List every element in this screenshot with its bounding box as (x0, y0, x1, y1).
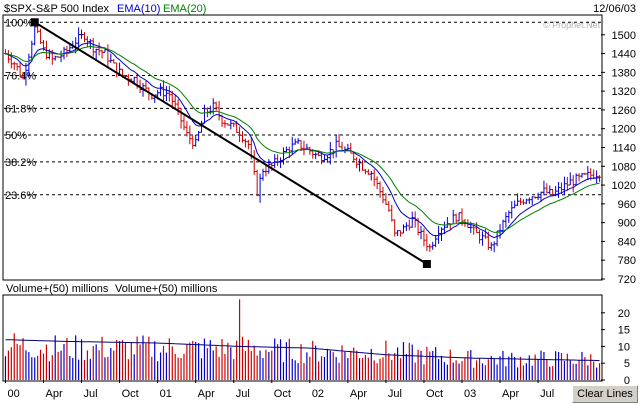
volume-y-tick-label: 15 (618, 325, 630, 337)
trendline-start-handle[interactable] (30, 18, 39, 27)
ema20-legend: EMA(20) (163, 3, 206, 15)
price-y-tick-label: 1200 (612, 124, 636, 136)
fib-label: 23.6% (5, 190, 36, 202)
fib-label: 76.4% (5, 70, 36, 82)
fib-label: 100% (5, 17, 33, 29)
x-tick-label: Apr (502, 388, 519, 400)
x-tick-label: Oct (426, 388, 443, 400)
price-grid (601, 34, 605, 280)
price-y-tick-label: 1260 (612, 105, 636, 117)
price-y-tick-label: 1380 (612, 67, 636, 79)
ema20-line (5, 45, 600, 233)
price-y-tick-label: 720 (618, 274, 636, 286)
volume-y-tick-labels: 0 5 10 15 20 (601, 308, 630, 387)
fib-label: 61.8% (5, 103, 36, 115)
ema10-legend: EMA(10) (117, 3, 160, 15)
x-tick-label: 01 (160, 388, 172, 400)
fibonacci-levels: 100% 76.4% 61.8% 50% 38.2% 23.6% (4, 17, 601, 202)
x-tick-label: Oct (274, 388, 291, 400)
fib-label: 38.2% (5, 157, 36, 169)
x-tick-label: 00 (7, 388, 19, 400)
price-y-tick-label: 1020 (612, 180, 636, 192)
date-label: 12/06/03 (593, 3, 636, 15)
price-y-tick-label: 1500 (612, 30, 636, 42)
symbol-title: $SPX-S&P 500 Index (4, 3, 109, 15)
clear-lines-button[interactable]: Clear Lines (572, 385, 638, 403)
x-tick-label: Jul (236, 388, 250, 400)
price-y-tick-label: 1080 (612, 161, 636, 173)
x-tick-label: Jul (388, 388, 402, 400)
x-tick-label: Jul (540, 388, 554, 400)
x-tick-labels: 00 Apr Jul Oct 01 Apr Jul Oct 02 Apr Jul Oct 03 Apr Ju… (4, 380, 554, 400)
trendline-end-handle[interactable] (422, 259, 431, 268)
price-y-tick-labels: 720 780 840 900 960 1020 1080 1140 1200 1260 1320 1… (612, 30, 636, 286)
x-tick-label: Apr (198, 388, 215, 400)
x-tick-label: Apr (350, 388, 367, 400)
x-tick-label: 03 (464, 388, 476, 400)
trendline (34, 21, 428, 265)
price-y-tick-label: 900 (618, 218, 636, 230)
trendline-group (30, 18, 431, 268)
x-tick-label: Apr (46, 388, 63, 400)
x-tick-label: Oct (122, 388, 139, 400)
volume-y-tick-label: 20 (618, 308, 630, 320)
price-y-tick-label: 960 (618, 199, 636, 211)
x-tick-label: Jul (84, 388, 98, 400)
price-y-tick-label: 1140 (612, 143, 636, 155)
price-y-tick-label: 1440 (612, 49, 636, 61)
volume-ma-line (5, 339, 600, 361)
price-y-tick-label: 840 (618, 236, 636, 248)
price-y-tick-label: 1320 (612, 86, 636, 98)
volume-label-1: Volume+(50) millions (6, 283, 109, 295)
watermark: © Prophet.Net (543, 20, 601, 30)
volume-y-tick-label: 5 (624, 358, 630, 370)
ema10-line (5, 42, 600, 239)
volume-y-tick-label: 10 (618, 341, 630, 353)
volume-y-tick-label: 0 (624, 375, 630, 387)
volume-panel-frame (2, 294, 603, 382)
price-y-tick-label: 780 (618, 255, 636, 267)
ema-lines (5, 42, 600, 239)
volume-label-2: Volume+(50) millions (115, 283, 218, 295)
volume-bars (4, 299, 601, 380)
x-tick-label: 02 (312, 388, 324, 400)
fib-label: 50% (5, 130, 27, 142)
